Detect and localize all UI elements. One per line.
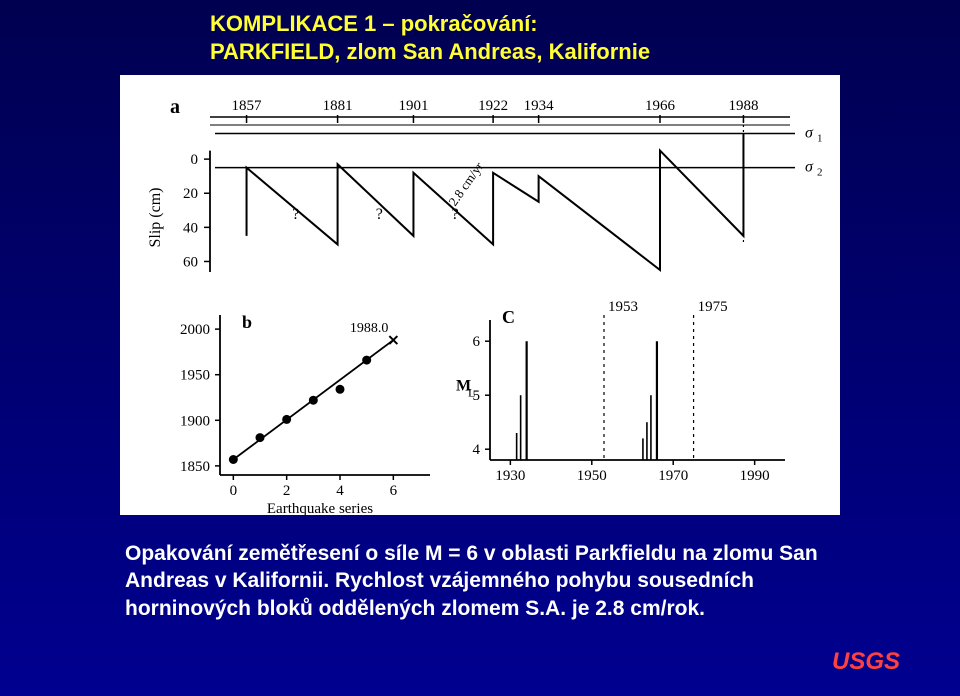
svg-text:1857: 1857	[232, 98, 263, 114]
caption-text: Opakování zemětřesení o síle M = 6 v obl…	[125, 540, 845, 622]
svg-text:1900: 1900	[180, 413, 210, 429]
svg-text:60: 60	[183, 254, 198, 270]
svg-text:Slip (cm): Slip (cm)	[147, 188, 164, 248]
svg-text:b: b	[242, 312, 252, 332]
svg-text:6: 6	[390, 483, 398, 499]
svg-text:1953: 1953	[608, 299, 638, 315]
svg-text:1970: 1970	[658, 468, 688, 484]
svg-text:1930: 1930	[495, 468, 525, 484]
svg-text:6: 6	[473, 334, 481, 350]
svg-text:σ: σ	[805, 125, 814, 142]
svg-text:40: 40	[183, 220, 198, 236]
svg-text:1850: 1850	[180, 459, 210, 475]
credit-text: USGS	[832, 648, 900, 676]
svg-text:1988: 1988	[728, 98, 758, 114]
title-line1: KOMPLIKACE 1 – pokračování:	[210, 11, 538, 36]
svg-text:0: 0	[230, 483, 238, 499]
svg-text:1922: 1922	[478, 98, 508, 114]
svg-text:1881: 1881	[323, 98, 353, 114]
svg-text:1966: 1966	[645, 98, 676, 114]
svg-text:1990: 1990	[740, 468, 770, 484]
svg-text:1988.0: 1988.0	[350, 321, 389, 336]
slide-title: KOMPLIKACE 1 – pokračování: PARKFIELD, z…	[210, 10, 650, 65]
svg-text:1934: 1934	[524, 98, 555, 114]
svg-text:?: ?	[376, 206, 383, 223]
svg-text:?: ?	[292, 206, 299, 223]
svg-text:20: 20	[183, 186, 198, 202]
svg-text:4: 4	[473, 442, 481, 458]
svg-text:Earthquake series: Earthquake series	[267, 501, 373, 515]
svg-text:2.8 cm/yr: 2.8 cm/yr	[445, 159, 486, 209]
svg-text:2000: 2000	[180, 322, 210, 338]
figure-panel: a18571881190119221934196619880204060Slip…	[120, 75, 840, 515]
svg-text:2: 2	[817, 167, 823, 179]
svg-text:1901: 1901	[398, 98, 428, 114]
svg-text:σ: σ	[805, 159, 814, 176]
svg-text:1950: 1950	[577, 468, 607, 484]
svg-text:1975: 1975	[698, 299, 728, 315]
svg-text:1: 1	[817, 133, 823, 145]
svg-text:4: 4	[336, 483, 344, 499]
svg-text:1950: 1950	[180, 368, 210, 384]
svg-text:2: 2	[283, 483, 291, 499]
title-line2: PARKFIELD, zlom San Andreas, Kalifornie	[210, 39, 650, 64]
svg-text:C: C	[502, 307, 515, 327]
svg-text:0: 0	[191, 152, 199, 168]
svg-text:a: a	[170, 96, 180, 118]
svg-text:L: L	[468, 386, 475, 400]
